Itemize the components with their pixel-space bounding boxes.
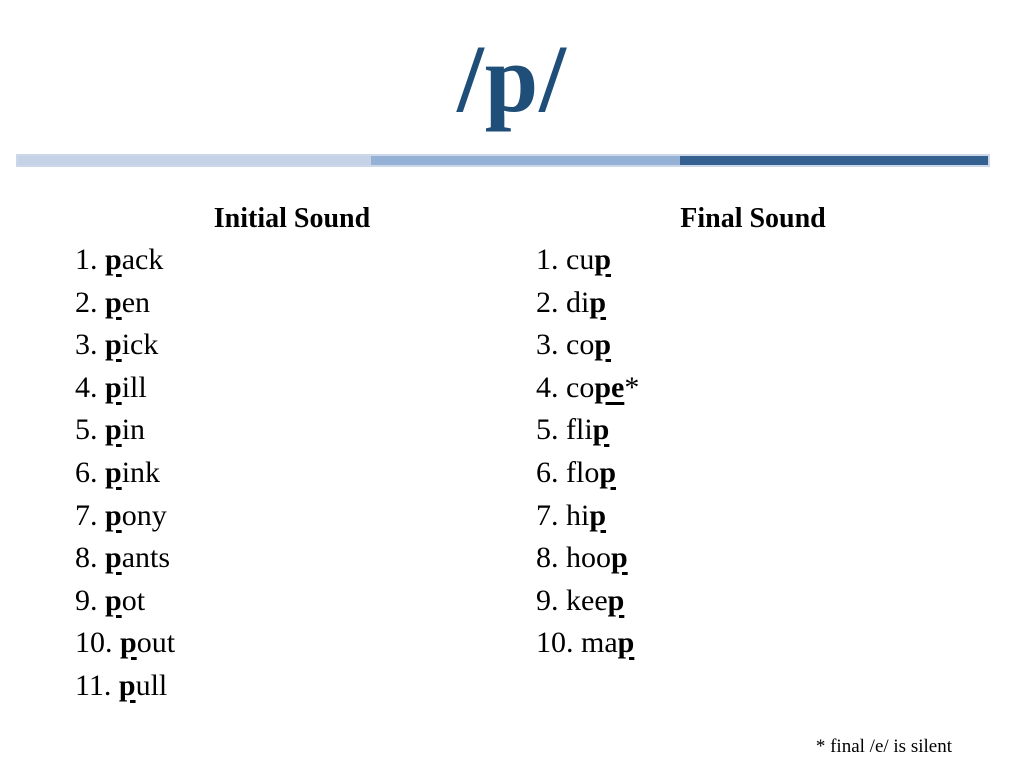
item-number: 10. xyxy=(536,626,581,660)
list-item: 6. pink xyxy=(75,452,509,495)
item-target-letter: p xyxy=(594,328,612,362)
item-target-letter: p xyxy=(592,413,610,447)
item-target-letter: p xyxy=(589,285,607,319)
divider-bar xyxy=(16,154,990,167)
item-target-letter: p xyxy=(105,541,122,575)
list-item: 2. pen xyxy=(75,282,509,325)
item-number: 5. xyxy=(536,413,566,447)
item-number: 10. xyxy=(75,626,120,660)
item-number: 3. xyxy=(75,328,105,362)
page-title: /p/ xyxy=(457,25,567,132)
word-list-initial: 1. pack 2. pen 3. pick 4. pill 5. pin 6.… xyxy=(75,239,509,708)
item-target-letter: p xyxy=(120,626,137,660)
item-number: 4. xyxy=(536,370,566,404)
item-target-letter: p xyxy=(105,285,122,319)
list-item: 11. pull xyxy=(75,665,509,708)
item-number: 7. xyxy=(75,498,105,532)
list-item: 9. pot xyxy=(75,580,509,623)
item-target-letter: p xyxy=(589,498,607,532)
item-target-letter: p xyxy=(105,455,122,489)
word-list-final: 1. cup 2. dip 3. cop 4. cope* 5. flip 6.… xyxy=(536,239,970,665)
item-number: 1. xyxy=(75,243,105,276)
item-number: 3. xyxy=(536,328,566,362)
list-item: 3. pick xyxy=(75,324,509,367)
item-target-letter: p xyxy=(105,370,122,404)
item-post: ony xyxy=(121,498,167,532)
item-pre: co xyxy=(566,370,595,404)
item-number: 11. xyxy=(75,668,119,702)
item-number: 7. xyxy=(536,498,566,532)
item-number: 9. xyxy=(75,583,105,617)
item-target-letter: p xyxy=(599,455,617,489)
footnote: * final /e/ is silent xyxy=(815,736,952,757)
item-suffix: * xyxy=(624,370,640,404)
item-pre: di xyxy=(566,285,590,319)
item-number: 8. xyxy=(75,541,105,575)
list-item: 3. cop xyxy=(536,324,970,367)
column-initial-sound: Initial Sound 1. pack 2. pen 3. pick 4. … xyxy=(75,202,509,708)
item-pre: hi xyxy=(566,498,590,532)
item-pre: cu xyxy=(566,243,595,276)
divider-segment-medium xyxy=(371,156,680,165)
list-item: 10. pout xyxy=(75,622,509,665)
item-number: 5. xyxy=(75,413,105,447)
list-item: 10. map xyxy=(536,622,970,665)
column-heading: Final Sound xyxy=(680,203,826,234)
item-number: 8. xyxy=(536,541,566,575)
item-target-letter: p xyxy=(105,328,122,362)
item-target-letter: pe xyxy=(594,370,625,404)
item-post: en xyxy=(121,285,151,319)
item-post: ill xyxy=(121,370,147,404)
item-target-letter: p xyxy=(118,668,136,702)
item-post: ick xyxy=(121,328,159,362)
item-pre: fli xyxy=(566,413,593,447)
list-item: 8. hoop xyxy=(536,537,970,580)
divider-segment-light xyxy=(18,156,372,165)
item-target-letter: p xyxy=(105,498,122,532)
item-number: 9. xyxy=(536,583,566,617)
item-target-letter: p xyxy=(105,413,122,447)
list-item: 2. dip xyxy=(536,282,970,325)
item-target-letter: p xyxy=(105,583,122,617)
column-heading: Initial Sound xyxy=(213,203,371,234)
list-item: 6. flop xyxy=(536,452,970,495)
item-target-letter: p xyxy=(611,541,628,575)
list-item: 1. pack xyxy=(75,239,509,282)
item-number: 4. xyxy=(75,370,105,404)
item-number: 6. xyxy=(536,455,566,489)
list-item: 9. keep xyxy=(536,580,970,623)
list-item: 7. hip xyxy=(536,495,970,538)
item-number: 2. xyxy=(75,285,105,319)
divider-segment-dark xyxy=(679,156,988,165)
item-post: ink xyxy=(121,455,161,489)
item-target-letter: p xyxy=(617,626,635,660)
column-final-sound: Final Sound 1. cup 2. dip 3. cop 4. cope… xyxy=(536,202,970,665)
item-pre: flo xyxy=(566,455,600,489)
item-post: in xyxy=(121,413,146,447)
item-number: 6. xyxy=(75,455,105,489)
list-item: 4. cope* xyxy=(536,367,970,410)
item-pre: co xyxy=(566,328,595,362)
item-post: ants xyxy=(121,541,171,575)
item-post: ull xyxy=(135,668,168,702)
list-item: 5. flip xyxy=(536,409,970,452)
item-pre: kee xyxy=(566,583,608,617)
item-post: ack xyxy=(121,243,164,276)
item-pre: ma xyxy=(581,626,618,660)
item-pre: hoo xyxy=(566,541,611,575)
list-item: 1. cup xyxy=(536,239,970,282)
list-item: 5. pin xyxy=(75,409,509,452)
item-target-letter: p xyxy=(594,243,612,276)
item-number: 2. xyxy=(536,285,566,319)
item-target-letter: p xyxy=(607,583,625,617)
item-target-letter: p xyxy=(105,243,122,276)
item-post: ot xyxy=(121,583,146,617)
list-item: 8. pants xyxy=(75,537,509,580)
item-number: 1. xyxy=(536,243,566,276)
item-post: out xyxy=(136,626,176,660)
list-item: 7. pony xyxy=(75,495,509,538)
list-item: 4. pill xyxy=(75,367,509,410)
